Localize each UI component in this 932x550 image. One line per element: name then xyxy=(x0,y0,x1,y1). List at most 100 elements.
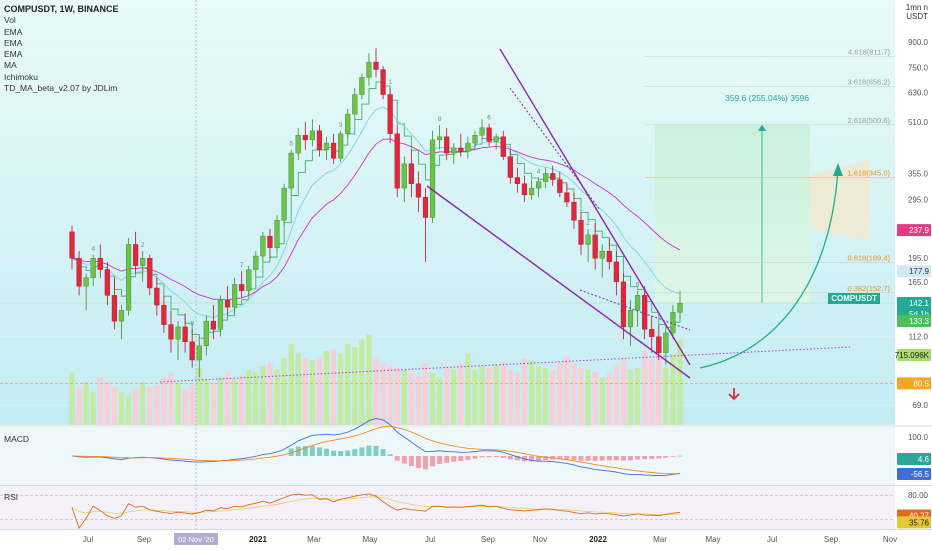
macd-histogram-bar xyxy=(338,451,344,456)
macd-histogram-bar xyxy=(408,456,414,467)
candle-body xyxy=(514,177,520,184)
macd-histogram-bar xyxy=(309,445,315,456)
volume-bar xyxy=(337,353,344,425)
volume-bar xyxy=(83,382,89,425)
volume-bar xyxy=(422,363,429,425)
macd-histogram-bar xyxy=(352,449,358,456)
candle-body xyxy=(557,179,563,193)
macd-histogram-bar xyxy=(585,456,591,461)
volume-bar xyxy=(182,388,188,425)
macd-histogram-bar xyxy=(592,456,598,461)
indicator-ema-2[interactable]: EMA xyxy=(4,37,23,48)
macd-histogram-bar xyxy=(578,456,584,461)
rsi-line xyxy=(71,493,681,529)
macd-histogram-bar xyxy=(401,456,407,464)
volume-bar xyxy=(415,375,422,425)
candle-body xyxy=(592,234,598,259)
candle-body xyxy=(76,258,82,287)
candle-body xyxy=(90,258,96,278)
candle-body xyxy=(642,295,648,330)
candle-body xyxy=(429,139,436,218)
candle-body xyxy=(274,220,280,248)
support-tag-bg xyxy=(897,377,931,390)
volume-bar xyxy=(564,356,570,425)
indicator-td-ma[interactable]: TD_MA_beta_v2.07 by JDLim xyxy=(4,83,118,94)
candle-body xyxy=(387,94,393,134)
candle-body xyxy=(111,295,118,322)
macd-histogram-bar xyxy=(514,456,520,461)
wedge-lower-line xyxy=(426,185,691,379)
candle-body xyxy=(154,287,160,306)
volume-bar xyxy=(514,372,521,425)
candle-body xyxy=(133,244,139,266)
volume-bar xyxy=(507,369,514,425)
last-price-tag: 142.1 xyxy=(909,299,930,308)
macd-histogram-bar xyxy=(359,447,365,456)
volume-bar xyxy=(168,372,174,425)
candle-body xyxy=(415,183,422,198)
macd-histogram-bar xyxy=(465,456,471,460)
volume-bar xyxy=(627,369,634,425)
indicator-ema-3[interactable]: EMA xyxy=(4,49,23,60)
candle-body xyxy=(564,192,570,203)
indicator-vol[interactable]: Vol xyxy=(4,15,16,26)
candle-body xyxy=(380,69,386,95)
wedge-breakout-dotted-line xyxy=(579,289,691,331)
macd-histogram-bar xyxy=(423,456,428,470)
candle-body xyxy=(69,231,75,259)
macd-value-tag: 4.6 xyxy=(918,455,930,464)
volume-bar xyxy=(140,382,146,425)
volume-bar xyxy=(500,362,506,425)
volume-bar xyxy=(550,369,556,425)
symbol-title[interactable]: COMPUSDT, 1W, BINANCE xyxy=(4,4,119,14)
time-axis-label: May xyxy=(362,535,377,544)
indicator-ema-1[interactable]: EMA xyxy=(4,26,23,37)
price-tick-label: 750.0 xyxy=(908,64,929,73)
macd-signal-line xyxy=(71,425,681,475)
volume-bar xyxy=(267,363,273,425)
indicator-ma[interactable]: MA xyxy=(4,60,17,71)
td-sequence-label: 4 xyxy=(91,246,95,253)
macd-histogram-bar xyxy=(571,456,577,461)
time-axis-label: 2022 xyxy=(589,535,607,544)
td-sequence-label: 5 xyxy=(289,141,293,148)
volume-bar xyxy=(231,379,238,425)
macd-signal-tag: -56.5 xyxy=(911,470,930,479)
volume-bar xyxy=(217,377,224,425)
volume-bar xyxy=(571,363,577,425)
rsi-signal-tag-bg xyxy=(897,516,931,529)
volume-bar xyxy=(111,387,118,425)
time-axis-label: Jul xyxy=(767,535,777,544)
candle-body xyxy=(599,250,605,259)
macd-histogram-bar xyxy=(458,456,464,462)
price-tick-label: 112.0 xyxy=(909,333,929,342)
time-axis-label: Mar xyxy=(307,535,321,544)
volume-bar xyxy=(634,368,641,425)
ema-price-tag: 177.9 xyxy=(909,267,930,276)
fib-level-label: 2.618(500.6) xyxy=(847,116,890,125)
price-tick-label: 355.0 xyxy=(908,169,929,178)
volume-bar xyxy=(479,366,485,425)
rsi-value-tag: 40.27 xyxy=(909,511,930,520)
macd-histogram-bar xyxy=(536,456,542,461)
candle-body xyxy=(330,142,337,159)
price-tick-label: 295.0 xyxy=(908,196,929,205)
macd-histogram-bar xyxy=(387,454,393,456)
macd-line xyxy=(71,418,681,477)
candle-body xyxy=(302,135,308,141)
macd-pane-label[interactable]: MACD xyxy=(4,434,30,444)
macd-histogram-bar xyxy=(394,456,400,461)
macd-histogram-bar xyxy=(288,448,294,456)
volume-bar xyxy=(210,382,217,425)
rsi-signal-tag: 35.76 xyxy=(909,518,930,527)
macd-histogram-bar xyxy=(656,456,662,459)
candle-body xyxy=(444,136,450,154)
volume-bar xyxy=(246,369,252,425)
rsi-pane-label[interactable]: RSI xyxy=(4,492,19,502)
candle-body xyxy=(239,284,245,291)
volume-bar xyxy=(366,334,372,425)
indicator-ichimoku[interactable]: Ichimoku xyxy=(4,71,39,82)
time-axis-label: Mar xyxy=(653,535,667,544)
